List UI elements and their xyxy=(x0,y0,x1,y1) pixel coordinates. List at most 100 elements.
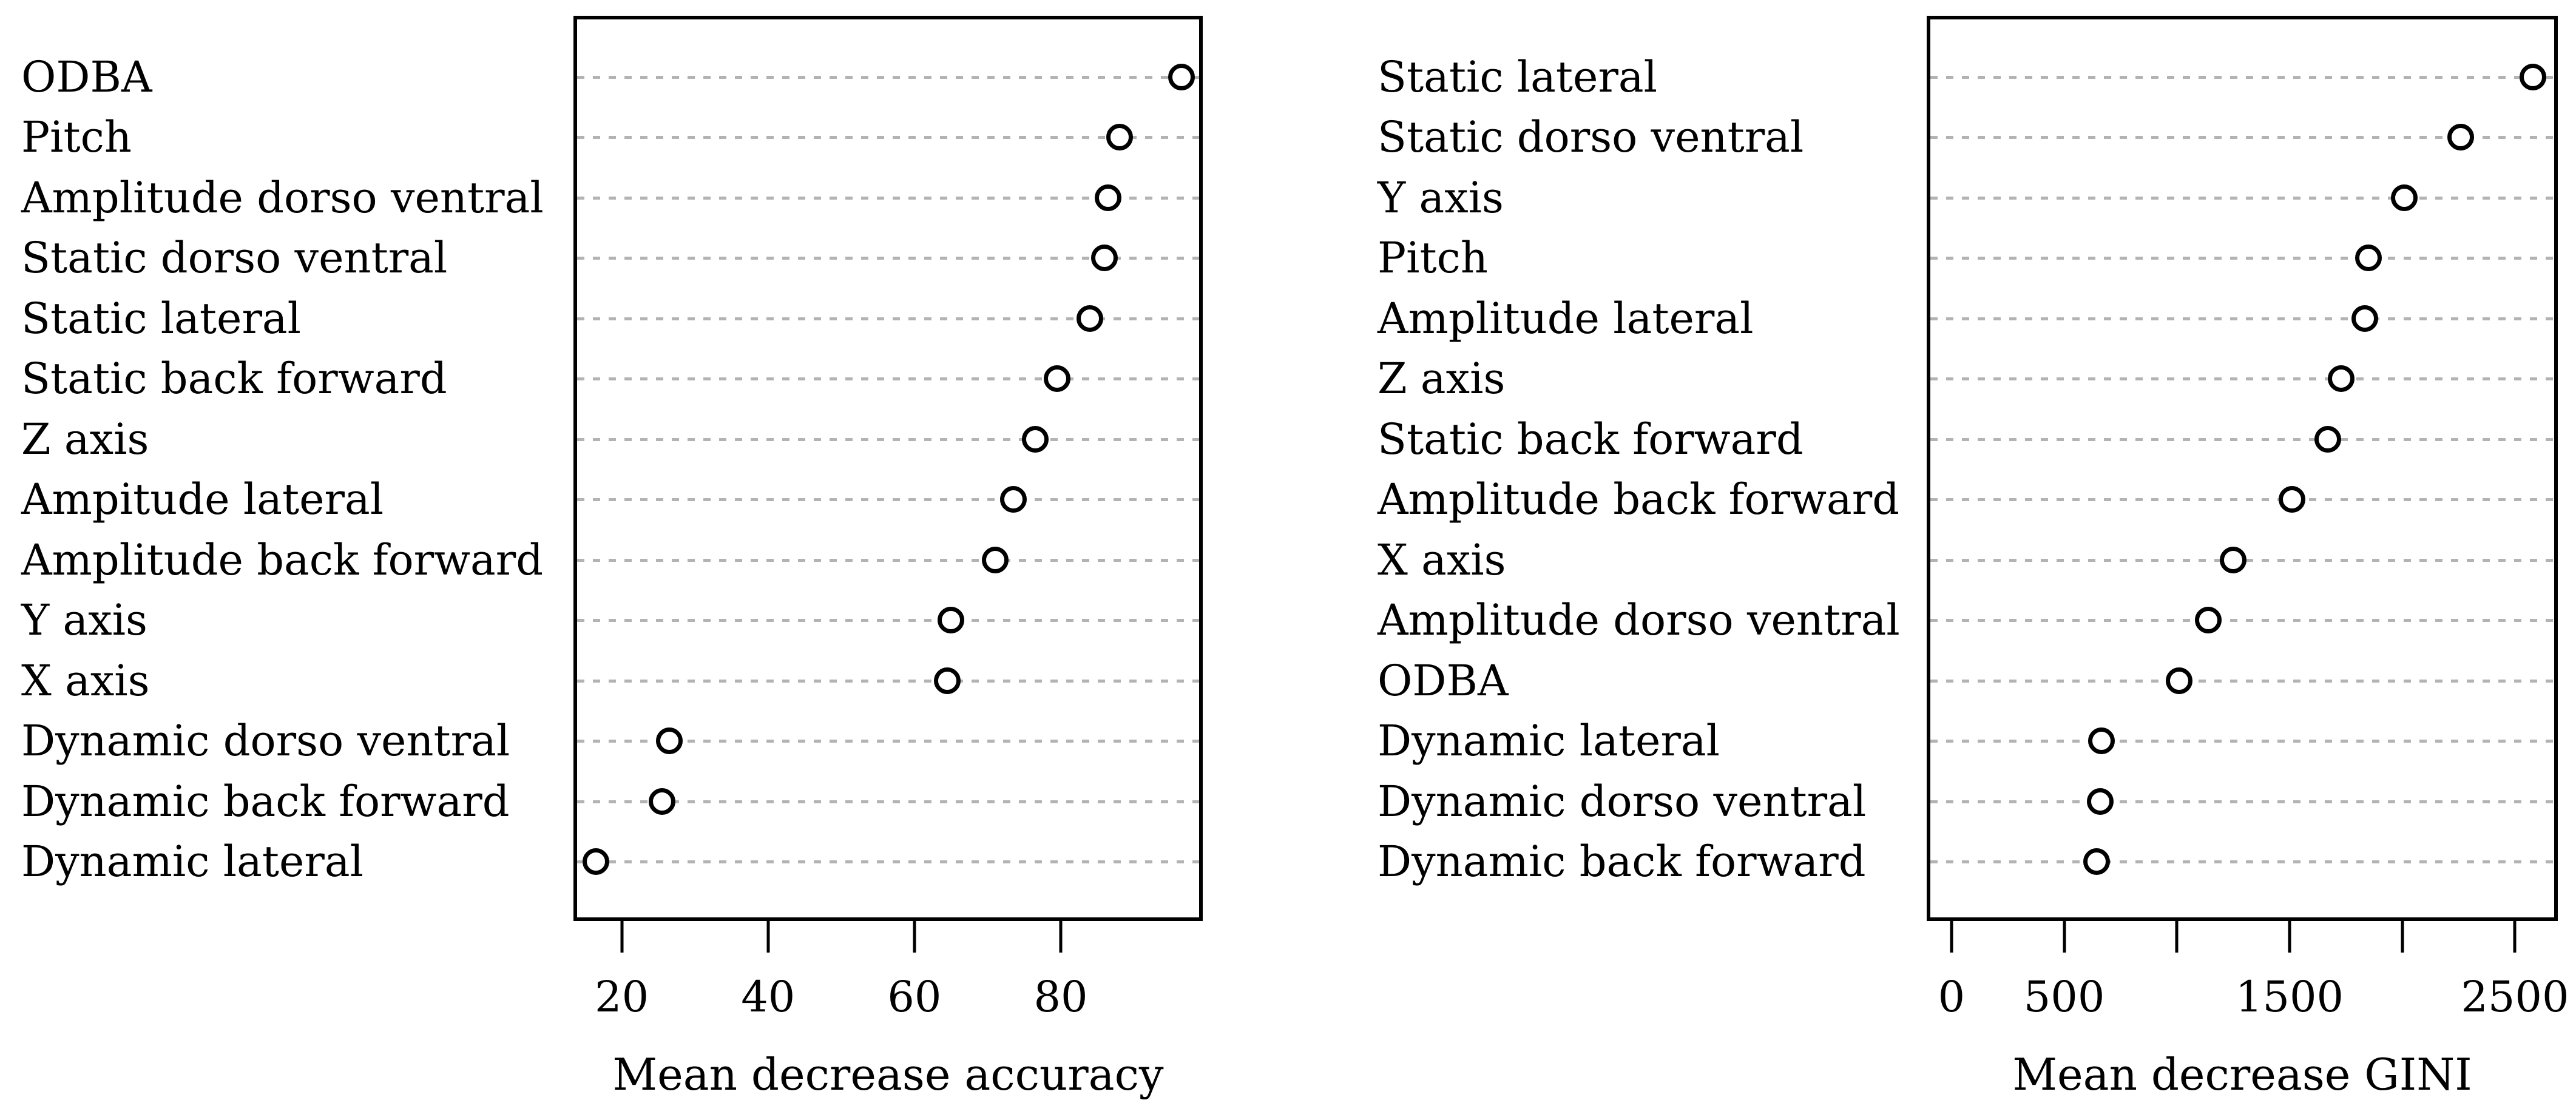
data-point xyxy=(934,667,961,694)
x-axis-tick xyxy=(2401,921,2404,953)
data-point xyxy=(2328,365,2355,393)
grid-line xyxy=(577,619,1199,623)
data-point xyxy=(2278,486,2305,513)
x-axis-tick xyxy=(2063,921,2066,953)
data-point xyxy=(2355,245,2382,272)
x-axis-tick-label: 80 xyxy=(1033,972,1088,1022)
grid-line xyxy=(577,679,1199,683)
grid-line xyxy=(1930,740,2554,743)
data-point xyxy=(2520,64,2547,90)
grid-line xyxy=(1930,679,2554,683)
category-label: Amplitude dorso ventral xyxy=(1378,595,1900,646)
grid-line xyxy=(1930,800,2554,803)
grid-line xyxy=(1930,437,2554,441)
category-label: Dynamic dorso ventral xyxy=(21,716,510,766)
data-point xyxy=(2087,788,2114,815)
plot-frame xyxy=(1927,16,2558,921)
grid-line xyxy=(1930,196,2554,200)
data-point xyxy=(2314,425,2342,453)
category-label: Y axis xyxy=(1378,172,1504,223)
x-axis-tick-label: 60 xyxy=(887,972,942,1022)
grid-line xyxy=(1930,619,2554,623)
grid-line xyxy=(1930,498,2554,502)
category-label: Amplitude back forward xyxy=(21,535,544,585)
x-axis-tick-label: 20 xyxy=(595,972,649,1022)
data-point xyxy=(1168,64,1195,90)
grid-line xyxy=(577,196,1199,200)
data-point xyxy=(999,486,1027,513)
category-label: Ampitude lateral xyxy=(21,474,384,525)
data-point xyxy=(1091,245,1118,272)
data-point xyxy=(2351,305,2379,332)
grid-line xyxy=(577,558,1199,562)
grid-line xyxy=(577,136,1199,140)
category-label: Pitch xyxy=(21,112,132,163)
data-point xyxy=(583,848,610,875)
category-label: Dynamic lateral xyxy=(21,837,363,886)
category-label: X axis xyxy=(1378,535,1506,585)
category-label: Pitch xyxy=(1378,233,1488,283)
grid-line xyxy=(577,257,1199,260)
data-point xyxy=(981,546,1009,573)
category-label: Static back forward xyxy=(21,354,447,404)
category-label: Amplitude back forward xyxy=(1378,474,1900,525)
grid-line xyxy=(1930,377,2554,381)
data-point xyxy=(2447,124,2475,151)
grid-line xyxy=(577,860,1199,863)
data-point xyxy=(2391,184,2418,211)
category-label: Amplitude lateral xyxy=(1378,293,1754,343)
grid-line xyxy=(1930,257,2554,260)
category-label: Z axis xyxy=(1378,354,1506,404)
x-axis-title: Mean decrease accuracy xyxy=(612,1049,1164,1100)
category-label: Y axis xyxy=(21,595,147,646)
x-axis-tick xyxy=(2175,921,2179,953)
category-label: Static dorso ventral xyxy=(1378,112,1804,163)
grid-line xyxy=(1930,317,2554,320)
data-point xyxy=(2220,546,2247,573)
category-label: Dynamic back forward xyxy=(21,776,510,826)
plot-frame xyxy=(573,16,1203,921)
grid-line xyxy=(1930,136,2554,140)
category-label: Static back forward xyxy=(1378,414,1804,464)
x-axis-tick-label: 1500 xyxy=(2235,972,2344,1022)
grid-line xyxy=(577,377,1199,381)
x-axis-tick xyxy=(2288,921,2291,953)
x-axis-tick xyxy=(1950,921,1953,953)
data-point xyxy=(938,607,965,634)
data-point xyxy=(2083,848,2111,875)
data-point xyxy=(1044,365,1071,393)
data-point xyxy=(1106,124,1133,151)
data-point xyxy=(2195,607,2222,634)
grid-line xyxy=(577,437,1199,441)
x-axis-tick-label: 500 xyxy=(2023,972,2105,1022)
grid-line xyxy=(577,76,1199,79)
data-point xyxy=(1095,184,1122,211)
category-label: Z axis xyxy=(21,414,149,464)
x-axis-tick-label: 2500 xyxy=(2461,972,2569,1022)
x-axis-tick xyxy=(2513,921,2517,953)
grid-line xyxy=(577,740,1199,743)
data-point xyxy=(1077,305,1104,332)
category-label: Static dorso ventral xyxy=(21,233,448,283)
data-point xyxy=(655,727,683,755)
data-point xyxy=(1021,425,1049,453)
category-label: Dynamic back forward xyxy=(1378,837,1866,886)
category-label: Dynamic dorso ventral xyxy=(1378,776,1867,826)
x-axis-tick xyxy=(913,921,916,953)
category-label: X axis xyxy=(21,655,150,706)
x-axis-tick-label: 40 xyxy=(741,972,796,1022)
x-axis-tick xyxy=(1059,921,1063,953)
grid-line xyxy=(577,498,1199,502)
category-label: ODBA xyxy=(21,52,152,102)
x-axis-tick xyxy=(620,921,624,953)
category-label: Static lateral xyxy=(21,293,302,343)
data-point xyxy=(648,788,675,815)
category-label: Static lateral xyxy=(1378,52,1658,102)
data-point xyxy=(2088,727,2115,755)
category-label: Dynamic lateral xyxy=(1378,716,1720,766)
grid-line xyxy=(577,317,1199,320)
x-axis-tick xyxy=(766,921,770,953)
x-axis-title: Mean decrease GINI xyxy=(2012,1049,2472,1100)
grid-line xyxy=(1930,76,2554,79)
